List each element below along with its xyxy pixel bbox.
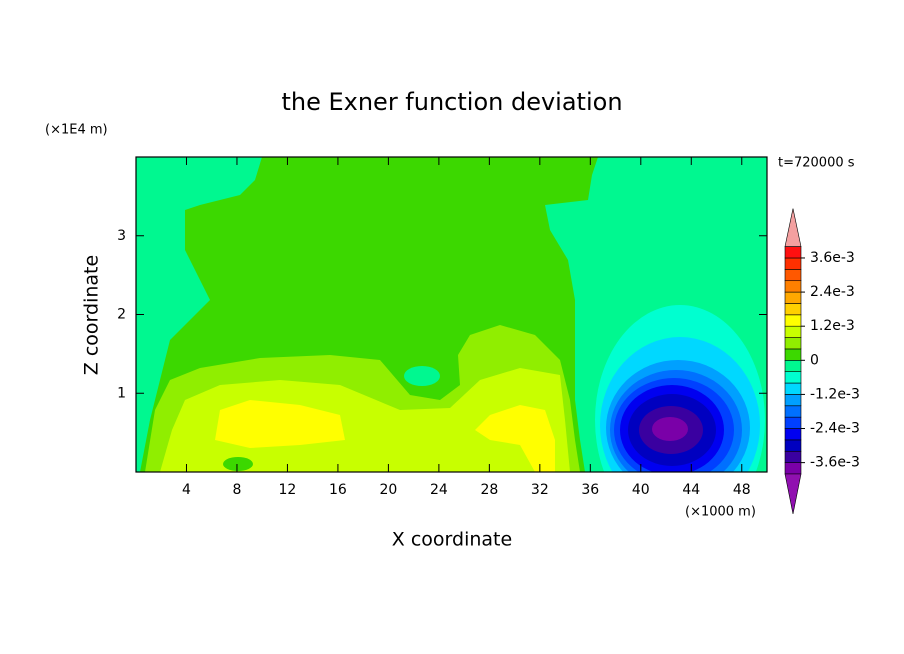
colorbar-box	[784, 450, 802, 463]
chart-title: the Exner function deviation	[281, 88, 622, 116]
colorbar-over	[784, 208, 802, 247]
colorbar-box	[784, 428, 802, 441]
colorbar-box	[784, 246, 802, 259]
y-tick-label: 2	[117, 307, 126, 323]
colorbar-box	[784, 257, 802, 270]
colorbar-tick-label: -2.4e-3	[810, 421, 860, 437]
colorbar-box	[784, 382, 802, 395]
colorbar-box	[784, 348, 802, 361]
x-tick-label: 28	[480, 482, 498, 498]
colorbar-box	[784, 337, 802, 350]
contour-region	[652, 417, 688, 441]
y-axis-label: Z coordinate	[81, 255, 103, 375]
colorbar-under	[784, 473, 802, 515]
colorbar-tick-label: -1.2e-3	[810, 386, 860, 402]
colorbar-box	[784, 371, 802, 384]
x-tick-label: 12	[279, 482, 297, 498]
y-tick-label: 3	[117, 228, 126, 244]
colorbar-box	[784, 416, 802, 429]
colorbar-box	[784, 269, 802, 282]
colorbar-tick-label: -3.6e-3	[810, 455, 860, 471]
colorbar-box	[784, 291, 802, 304]
colorbar-box	[784, 394, 802, 407]
colorbar-box	[784, 303, 802, 316]
x-tick-label: 40	[632, 482, 650, 498]
x-tick-label: 24	[430, 482, 448, 498]
y-unit: (×1E4 m)	[45, 123, 108, 138]
colorbar-tick-label: 1.2e-3	[810, 318, 855, 334]
x-unit: (×1000 m)	[685, 505, 756, 520]
x-tick-label: 48	[733, 482, 751, 498]
x-tick-label: 8	[232, 482, 241, 498]
x-tick-label: 4	[182, 482, 191, 498]
colorbar-box	[784, 280, 802, 293]
colorbar-box	[784, 314, 802, 327]
colorbar-box	[784, 405, 802, 418]
x-tick-label: 36	[581, 482, 599, 498]
colorbar-box	[784, 462, 802, 475]
contour-region	[223, 457, 253, 471]
colorbar-tick-label: 2.4e-3	[810, 284, 855, 300]
contour-field	[136, 157, 767, 472]
x-tick-label: 32	[531, 482, 549, 498]
x-tick-label: 20	[379, 482, 397, 498]
contour-region	[475, 405, 555, 472]
x-tick-label: 16	[329, 482, 347, 498]
colorbar-box	[784, 359, 802, 372]
colorbar-tick-label: 3.6e-3	[810, 250, 855, 266]
contour-region	[404, 366, 440, 386]
x-axis-label: X coordinate	[392, 529, 512, 551]
colorbar-box	[784, 439, 802, 452]
x-tick-label: 44	[682, 482, 700, 498]
y-tick-label: 1	[117, 385, 126, 401]
contour-region	[215, 400, 345, 448]
colorbar-tick-label: 0	[810, 352, 819, 368]
annotation: t=720000 s	[778, 156, 855, 171]
colorbar-box	[784, 325, 802, 338]
